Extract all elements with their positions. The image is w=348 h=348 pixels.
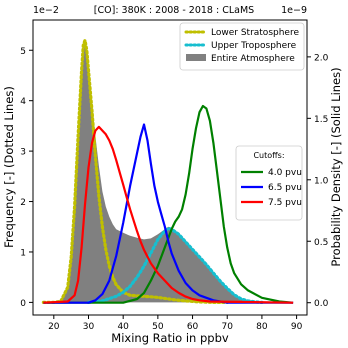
- x-axis-ticks: 20 30 40 50 60 70 80 90: [48, 315, 303, 332]
- left-axis-ticks: 0 1 2 3 4 5: [20, 47, 33, 309]
- legend-label-entire-atmosphere: Entire Atmosphere: [211, 54, 295, 64]
- left-tick-label-4: 4: [20, 97, 26, 107]
- x-axis-label: Mixing Ratio in ppbv: [111, 331, 229, 345]
- series-7-5-pvu-line: [43, 125, 294, 304]
- series-upper-troposphere-line: [86, 226, 264, 304]
- series-entire-atmosphere-area: [43, 40, 262, 303]
- plot-frame: [32, 19, 308, 316]
- x-tick-label-50: 50: [152, 322, 164, 332]
- left-axis-label: Frequency [-] (Dotted Lines): [2, 86, 16, 248]
- legend-frequency: Lower Stratosphere Upper Troposphere Ent…: [179, 22, 305, 71]
- right-tick-label-2: 1.0: [314, 176, 329, 186]
- legend-cutoffs-title: Cutoffs:: [253, 151, 284, 160]
- legend-label-7-5-pvu: 7.5 pvu: [268, 198, 302, 208]
- legend-label-6-5-pvu: 6.5 pvu: [268, 183, 302, 193]
- left-tick-label-2: 2: [20, 198, 26, 208]
- chart-title: [CO]: 380K : 2008 - 2018 : CLaMS: [94, 5, 254, 16]
- right-tick-label-1: 0.5: [314, 238, 328, 248]
- legend-swatch-entire-atmosphere: [186, 54, 206, 61]
- x-tick-label-90: 90: [291, 322, 303, 332]
- legend-label-upper-troposphere: Upper Troposphere: [211, 41, 297, 51]
- right-axis-exponent: 1e−9: [281, 5, 307, 16]
- x-tick-label-60: 60: [187, 322, 199, 332]
- right-tick-label-3: 1.5: [314, 115, 328, 125]
- right-tick-label-4: 2.0: [314, 53, 329, 63]
- left-tick-label-5: 5: [20, 47, 26, 57]
- legend-cutoffs: Cutoffs: 4.0 pvu 6.5 pvu 7.5 pvu: [235, 145, 303, 221]
- left-tick-label-3: 3: [20, 148, 26, 158]
- series-4-0-pvu-line: [43, 104, 294, 304]
- left-tick-label-0: 0: [20, 299, 26, 309]
- fill-layer: [43, 40, 262, 303]
- dotted-series-layer: [41, 38, 264, 304]
- x-tick-label-80: 80: [256, 322, 268, 332]
- series-lower-stratosphere-line: [41, 38, 229, 304]
- legend-label-lower-stratosphere: Lower Stratosphere: [211, 28, 299, 38]
- right-axis-label: Probability Density [-] (Solid Lines): [329, 67, 343, 266]
- left-tick-label-1: 1: [20, 248, 26, 258]
- series-6-5-pvu-line: [43, 123, 294, 304]
- x-tick-label-30: 30: [83, 322, 95, 332]
- x-tick-label-70: 70: [222, 322, 234, 332]
- legend-frequency-box: [179, 22, 305, 71]
- x-tick-label-40: 40: [117, 322, 129, 332]
- legend-label-4-0-pvu: 4.0 pvu: [268, 168, 302, 178]
- right-tick-label-0: 0.0: [314, 299, 329, 309]
- right-axis-ticks: 0.0 0.5 1.0 1.5 2.0: [307, 53, 329, 309]
- left-axis-exponent: 1e−2: [33, 5, 59, 16]
- density-series-layer: [43, 104, 294, 304]
- x-tick-label-20: 20: [48, 322, 60, 332]
